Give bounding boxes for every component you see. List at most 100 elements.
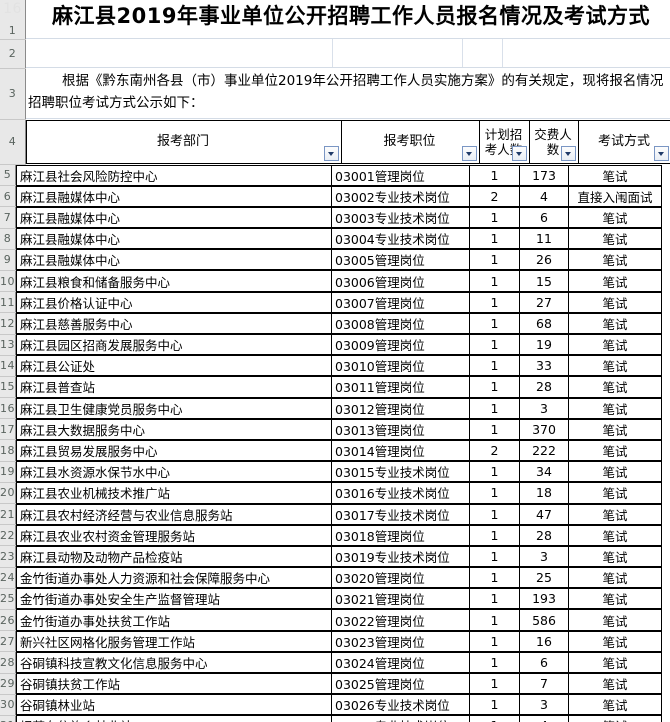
cell-mode[interactable]: 笔试 bbox=[568, 609, 662, 631]
row-header-7[interactable]: 7 bbox=[0, 206, 16, 229]
cell-plan[interactable]: 1 bbox=[469, 461, 520, 483]
cell-mode[interactable]: 笔试 bbox=[568, 397, 662, 419]
table-row[interactable]: 麻江县粮食和储备服务中心 03006管理岗位 1 15 笔试 bbox=[16, 270, 662, 292]
row-header-29[interactable]: 29 bbox=[0, 673, 16, 695]
cell-mode[interactable]: 笔试 bbox=[568, 545, 662, 568]
table-row[interactable]: 麻江县水资源水保节水中心 03015专业技术岗位 1 34 笔试 bbox=[16, 461, 662, 483]
cell-dept[interactable]: 麻江县粮食和储备服务中心 bbox=[16, 270, 332, 292]
cell-post[interactable]: 03005管理岗位 bbox=[331, 249, 470, 271]
cell-paid[interactable]: 28 bbox=[519, 524, 569, 546]
table-row[interactable]: 麻江县慈善服务中心 03008管理岗位 1 68 笔试 bbox=[16, 312, 662, 335]
row-header-27[interactable]: 27 bbox=[0, 630, 16, 653]
table-row[interactable]: 新兴社区网格化服务管理工作站 03023管理岗位 1 16 笔试 bbox=[16, 630, 662, 652]
cell-paid[interactable]: 33 bbox=[519, 355, 569, 377]
cell-mode[interactable]: 笔试 bbox=[568, 418, 662, 440]
cell-mode[interactable]: 笔试 bbox=[568, 291, 662, 313]
cell-paid[interactable]: 6 bbox=[519, 206, 569, 229]
cell-post[interactable]: 03019专业技术岗位 bbox=[331, 545, 470, 568]
cell-paid[interactable]: 193 bbox=[519, 588, 569, 610]
cell-dept[interactable]: 金竹街道办事处人力资源和社会保障服务中心 bbox=[16, 567, 332, 589]
cell-paid[interactable]: 173 bbox=[519, 164, 569, 186]
cell-mode[interactable]: 笔试 bbox=[568, 588, 662, 610]
row-header-22[interactable]: 22 bbox=[0, 524, 16, 547]
row-header-31[interactable]: 31 bbox=[0, 715, 16, 722]
table-row[interactable]: 麻江县融媒体中心 03004专业技术岗位 1 11 笔试 bbox=[16, 228, 662, 250]
cell-dept[interactable]: 谷硐镇扶贫工作站 bbox=[16, 672, 332, 695]
cell-plan[interactable]: 1 bbox=[469, 524, 520, 546]
cell-dept[interactable]: 新兴社区网格化服务管理工作站 bbox=[16, 630, 332, 652]
row-header-25[interactable]: 25 bbox=[0, 588, 16, 610]
cell-paid[interactable]: 68 bbox=[519, 312, 569, 335]
row-header-9[interactable]: 9 bbox=[0, 249, 16, 271]
cell-paid[interactable]: 47 bbox=[519, 503, 569, 525]
cell-paid[interactable]: 4 bbox=[519, 715, 569, 722]
cell-plan[interactable]: 1 bbox=[469, 291, 520, 313]
cell-dept[interactable]: 金竹街道办事处安全生产监督管理站 bbox=[16, 588, 332, 610]
cell-paid[interactable]: 3 bbox=[519, 545, 569, 568]
cell-post[interactable]: 03001管理岗位 bbox=[331, 164, 470, 186]
cell-paid[interactable]: 370 bbox=[519, 418, 569, 440]
cell-post[interactable]: 03017专业技术岗位 bbox=[331, 503, 470, 525]
cell-mode[interactable]: 笔试 bbox=[568, 651, 662, 674]
cell-paid[interactable]: 6 bbox=[519, 651, 569, 674]
cell-plan[interactable]: 1 bbox=[469, 694, 520, 716]
cell-mode[interactable]: 笔试 bbox=[568, 715, 662, 722]
table-row[interactable]: 麻江县普查站 03011管理岗位 1 28 笔试 bbox=[16, 376, 662, 398]
row-header-6[interactable]: 6 bbox=[0, 185, 16, 208]
row-header-18[interactable]: 18 bbox=[0, 439, 16, 462]
cell-dept[interactable]: 麻江县农村经济经营与农业信息服务站 bbox=[16, 503, 332, 525]
cell-paid[interactable]: 18 bbox=[519, 482, 569, 504]
cell-paid[interactable]: 34 bbox=[519, 461, 569, 483]
cell-paid[interactable]: 27 bbox=[519, 291, 569, 313]
cell-post[interactable]: 03007管理岗位 bbox=[331, 291, 470, 313]
cell-dept[interactable]: 麻江县融媒体中心 bbox=[16, 228, 332, 250]
cell-post[interactable]: 03021管理岗位 bbox=[331, 588, 470, 610]
cell-mode[interactable]: 笔试 bbox=[568, 503, 662, 525]
table-row[interactable]: 金竹街道办事处安全生产监督管理站 03021管理岗位 1 193 笔试 bbox=[16, 588, 662, 610]
cell-mode[interactable]: 笔试 bbox=[568, 672, 662, 695]
cell-post[interactable]: 03022管理岗位 bbox=[331, 609, 470, 631]
filter-dropdown-icon-mode[interactable] bbox=[654, 145, 669, 161]
cell-dept[interactable]: 麻江县慈善服务中心 bbox=[16, 312, 332, 335]
cell-dept[interactable]: 坝芒布依族乡林业站 bbox=[16, 715, 332, 722]
table-row[interactable]: 麻江县价格认证中心 03007管理岗位 1 27 笔试 bbox=[16, 291, 662, 313]
table-row[interactable]: 麻江县大数据服务中心 03013管理岗位 1 370 笔试 bbox=[16, 418, 662, 440]
cell-dept[interactable]: 谷硐镇林业站 bbox=[16, 694, 332, 716]
table-row[interactable]: 麻江县动物及动物产品检疫站 03019专业技术岗位 1 3 笔试 bbox=[16, 545, 662, 568]
row-header-15[interactable]: 15 bbox=[0, 376, 16, 399]
cell-mode[interactable]: 直接入闱面试 bbox=[568, 185, 662, 207]
cell-paid[interactable]: 19 bbox=[519, 333, 569, 356]
cell-post[interactable]: 03018管理岗位 bbox=[331, 524, 470, 546]
cell-dept[interactable]: 麻江县园区招商发展服务中心 bbox=[16, 333, 332, 356]
cell-plan[interactable]: 1 bbox=[469, 249, 520, 271]
cell-post[interactable]: 03002专业技术岗位 bbox=[331, 185, 470, 207]
table-row[interactable]: 坝芒布依族乡林业站03027专业技术岗位14笔试 bbox=[16, 715, 662, 722]
cell-plan[interactable]: 1 bbox=[469, 630, 520, 652]
cell-mode[interactable]: 笔试 bbox=[568, 482, 662, 504]
table-row[interactable]: 麻江县融媒体中心 03003专业技术岗位 1 6 笔试 bbox=[16, 206, 662, 229]
cell-dept[interactable]: 麻江县农业机械技术推广站 bbox=[16, 482, 332, 504]
cell-mode[interactable]: 笔试 bbox=[568, 376, 662, 398]
cell-paid[interactable]: 16 bbox=[519, 630, 569, 652]
filter-dropdown-icon-paid[interactable] bbox=[561, 145, 576, 161]
table-row[interactable]: 麻江县农业机械技术推广站 03016专业技术岗位 1 18 笔试 bbox=[16, 482, 662, 504]
row-header-23[interactable]: 23 bbox=[0, 545, 16, 568]
cell-post[interactable]: 03006管理岗位 bbox=[331, 270, 470, 292]
cell-plan[interactable]: 1 bbox=[469, 545, 520, 568]
cell-plan[interactable]: 1 bbox=[469, 482, 520, 504]
cell-mode[interactable]: 笔试 bbox=[568, 270, 662, 292]
cell-mode[interactable]: 笔试 bbox=[568, 228, 662, 250]
cell-plan[interactable]: 1 bbox=[469, 651, 520, 674]
cell-paid[interactable]: 25 bbox=[519, 567, 569, 589]
cell-post[interactable]: 03010管理岗位 bbox=[331, 355, 470, 377]
cell-plan[interactable]: 1 bbox=[469, 567, 520, 589]
cell-post[interactable]: 03025管理岗位 bbox=[331, 672, 470, 695]
row-header-20[interactable]: 20 bbox=[0, 482, 16, 505]
cell-post[interactable]: 03003专业技术岗位 bbox=[331, 206, 470, 229]
cell-dept[interactable]: 谷硐镇科技宣教文化信息服务中心 bbox=[16, 651, 332, 674]
cell-post[interactable]: 03020管理岗位 bbox=[331, 567, 470, 589]
table-row[interactable]: 麻江县园区招商发展服务中心 03009管理岗位 1 19 笔试 bbox=[16, 333, 662, 356]
cell-dept[interactable]: 麻江县动物及动物产品检疫站 bbox=[16, 545, 332, 568]
cell-mode[interactable]: 笔试 bbox=[568, 461, 662, 483]
cell-paid[interactable]: 15 bbox=[519, 270, 569, 292]
